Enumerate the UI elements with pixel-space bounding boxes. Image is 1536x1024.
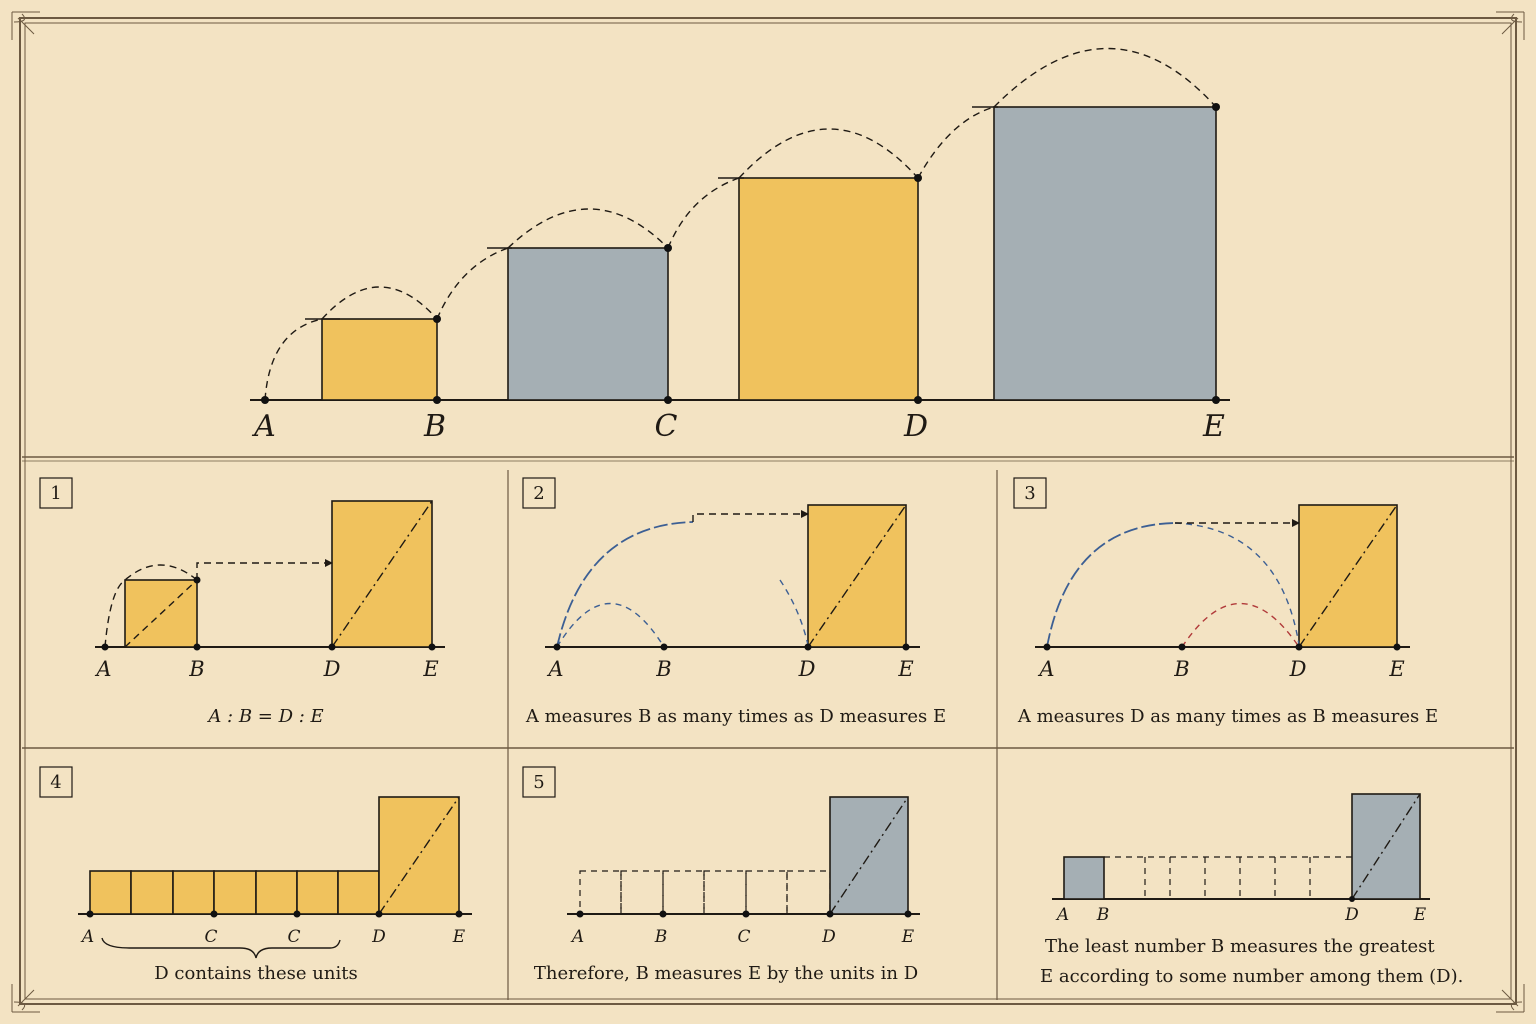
panel-1-arrow [196, 562, 332, 580]
panel-1-caption: A : B = D : E [206, 706, 323, 727]
main-diagram: A B C D E [250, 47, 1230, 444]
main-arcs [264, 47, 1217, 401]
panel-6-label-a: A [1055, 905, 1069, 925]
panel-2-label-b: B [655, 657, 671, 681]
panel-4-brace [101, 937, 341, 959]
main-rect-3 [738, 177, 919, 401]
panel-5-label-c: C [737, 927, 750, 947]
panel-2-blue-small-arc [556, 602, 665, 648]
panel-2-number-box [522, 477, 556, 509]
panel-2-label-d: D [798, 657, 816, 681]
panel-4-diagonal [378, 796, 460, 915]
panel-5-number-box [522, 766, 556, 798]
panel-3: 3 A B D E A measures D as many times as … [1013, 477, 1438, 727]
panel-5: 5 A B C D E Therefore, B measures E by t… [522, 766, 920, 984]
panel-6-diagonal [1351, 793, 1421, 900]
panel-6-label-d: D [1344, 905, 1359, 925]
panel-5-label-d: D [821, 927, 836, 947]
inner-frame [24, 22, 1512, 1000]
panel-4-label-e: E [452, 927, 466, 947]
panel-6-caption-line-1: The least number B measures the greatest [1045, 936, 1435, 957]
panel-2-caption: A measures B as many times as D measures… [525, 706, 946, 727]
panel-4-label-c2: C [287, 927, 300, 947]
panel-4-label-a: A [80, 927, 94, 947]
panel-2-blue-drop [779, 579, 809, 646]
panel-6-ghost-cells [1104, 856, 1352, 899]
panel-5-number: 5 [533, 772, 544, 793]
panel-5-caption: Therefore, B measures E by the units in … [534, 963, 918, 984]
panel-2-blue-arc [556, 521, 694, 648]
panel-1-arrowhead [325, 559, 333, 567]
panel-2-label-e: E [897, 657, 913, 681]
main-rect-2 [507, 247, 669, 401]
panel-2: 2 A B D E A measures B as many times as … [522, 477, 946, 727]
panel-6-caption-line-2: E according to some number among them (D… [1040, 966, 1463, 987]
panel-4-number-box [39, 766, 73, 798]
panel-4-caption: D contains these units [154, 963, 357, 984]
panel-3-caption: A measures D as many times as B measures… [1017, 706, 1438, 727]
panel-1-number: 1 [50, 483, 61, 504]
main-label-e: E [1202, 409, 1225, 444]
panel-3-label-b: B [1173, 657, 1189, 681]
panel-4: 4 A C C D E D contains these units [39, 766, 472, 984]
panel-2-diagonal [807, 504, 907, 648]
panel-4-unit-cells [89, 870, 380, 915]
panel-3-number-box [1013, 477, 1047, 509]
panel-6: A B D E The least number B measures the … [1040, 793, 1463, 987]
panel-1-diagonal-large [331, 500, 433, 648]
panel-4-label-c1: C [204, 927, 217, 947]
panel-3-label-a: A [1037, 657, 1054, 681]
panel-6-rect-small [1063, 856, 1105, 900]
panel-5-label-b: B [654, 927, 668, 947]
main-rect-4 [993, 106, 1217, 401]
panel-6-label-b: B [1096, 905, 1110, 925]
panel-3-number: 3 [1024, 483, 1035, 504]
outer-frame [19, 17, 1517, 1005]
panel-5-label-a: A [570, 927, 584, 947]
panel-3-red-arc [1181, 602, 1300, 648]
main-label-b: B [423, 409, 446, 444]
main-rect-1 [321, 318, 438, 401]
panel-2-arrow [692, 513, 808, 522]
panel-1: 1 A B D E A : B = D : E [39, 477, 445, 727]
panel-1-diagonal-small [124, 579, 198, 648]
panel-1-label-e: E [422, 657, 438, 681]
panel-1-number-box [39, 477, 73, 509]
panel-1-arc [104, 564, 198, 648]
panel-1-label-a: A [94, 657, 111, 681]
panel-4-number: 4 [50, 772, 61, 793]
main-label-a: A [251, 409, 276, 444]
panel-2-label-a: A [546, 657, 563, 681]
panel-3-blue-descent [1174, 522, 1300, 646]
panel-3-label-d: D [1289, 657, 1307, 681]
panel-4-label-d: D [371, 927, 386, 947]
main-points [261, 103, 1220, 404]
panel-5-ghost-cells [579, 870, 831, 915]
panel-1-label-d: D [323, 657, 341, 681]
main-label-c: C [655, 409, 678, 444]
corner-ornaments [11, 11, 1525, 1013]
main-label-d: D [903, 409, 928, 444]
panel-3-diagonal [1298, 504, 1398, 648]
panel-3-arrowhead [1292, 519, 1300, 527]
panel-5-label-e: E [901, 927, 915, 947]
panel-1-label-b: B [188, 657, 204, 681]
panel-2-number: 2 [533, 483, 544, 504]
panel-3-blue-arc [1046, 522, 1176, 648]
panel-3-label-e: E [1388, 657, 1404, 681]
panel-6-label-e: E [1413, 905, 1427, 925]
panel-5-diagonal [829, 796, 909, 915]
panel-2-arrowhead [801, 510, 809, 518]
